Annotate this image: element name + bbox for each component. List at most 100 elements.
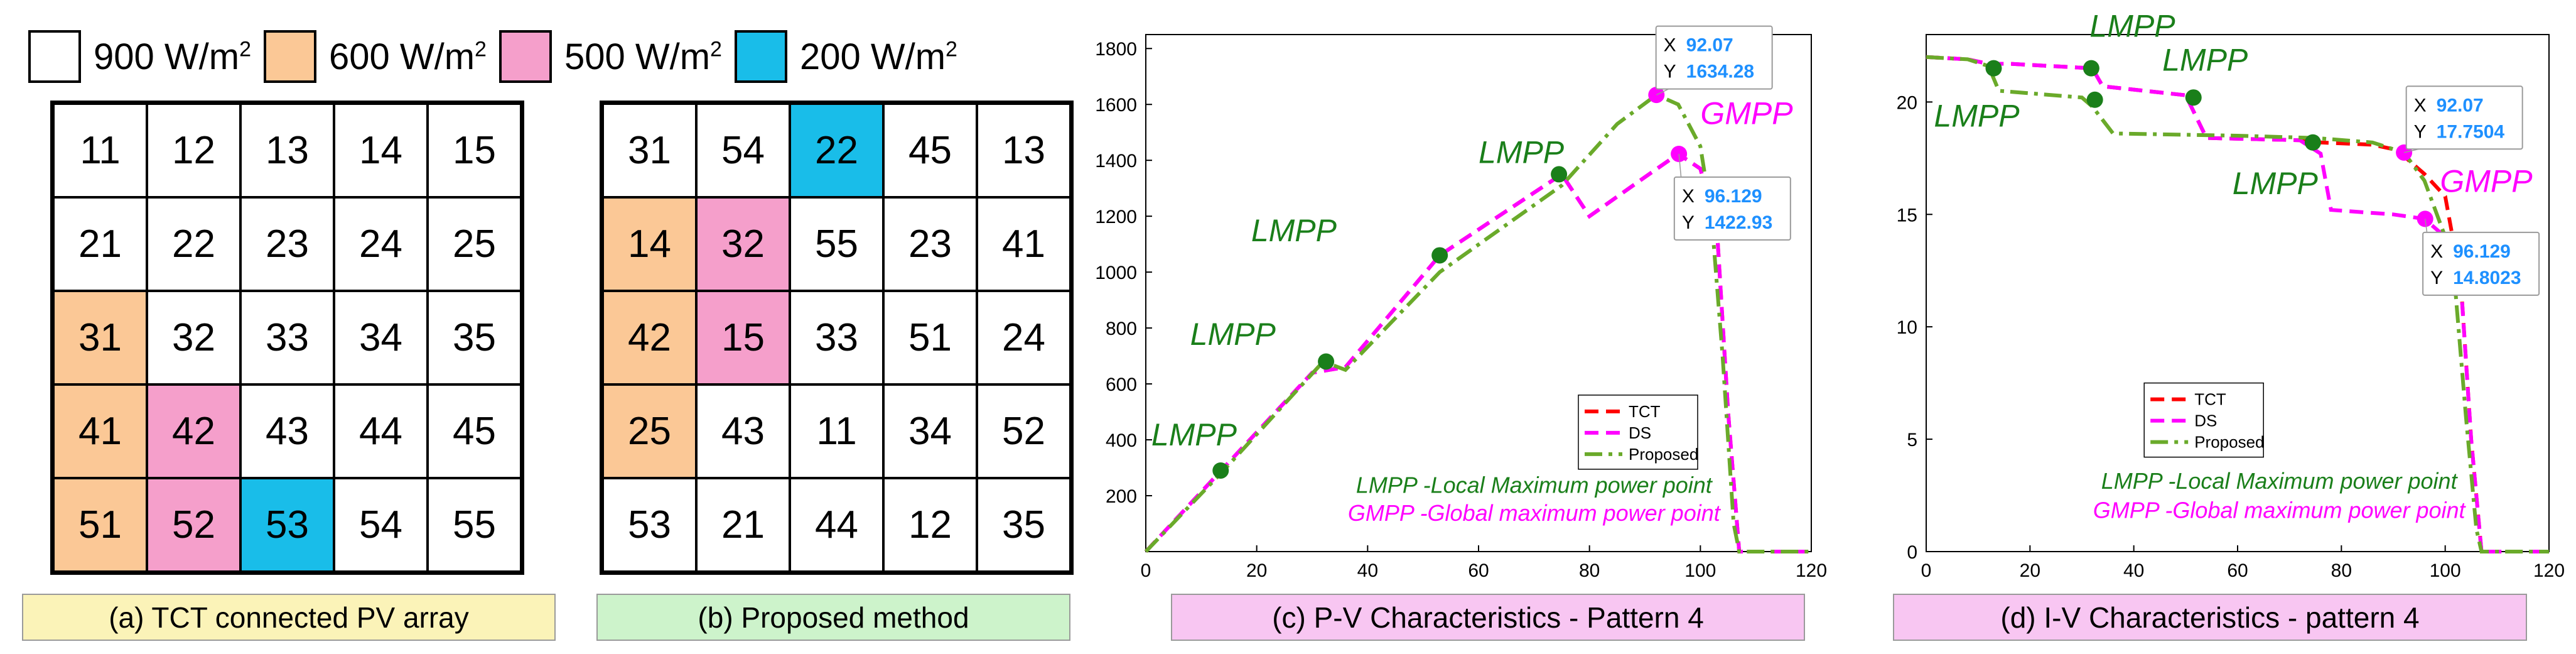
- mpp-marker: [2185, 89, 2202, 106]
- datatip-y-value: 1634.28: [1686, 62, 1754, 82]
- array-cell: 45: [428, 384, 521, 478]
- array-cell: 32: [696, 197, 790, 291]
- datatip-y-label: Y: [1682, 212, 1695, 233]
- datatip-x-label: X: [2430, 241, 2443, 262]
- x-tick-label: 60: [1468, 560, 1489, 581]
- chart-note: GMPP -Global maximum power point: [2093, 497, 2467, 523]
- array-cell: 15: [428, 104, 521, 197]
- datatip-x-value: 96.129: [2453, 241, 2511, 262]
- mpp-annotation: LMPP: [2233, 166, 2319, 201]
- proposed-array-grid: 31 54 22 45 13 14 32 55 23 41 42 15 33 51 24 25 43 11 34 52…: [600, 101, 1074, 575]
- mpp-annotation: LMPP: [1151, 417, 1237, 452]
- mpp-marker: [1985, 60, 2002, 77]
- array-cell: 41: [53, 384, 147, 478]
- x-tick-label: 80: [2331, 560, 2352, 581]
- array-cell: 35: [428, 291, 521, 384]
- datatip-y-label: Y: [2430, 268, 2443, 288]
- datatip-x-label: X: [2414, 95, 2427, 116]
- chart-legend-label: DS: [1629, 423, 1651, 442]
- array-cell: 31: [603, 104, 696, 197]
- chart-legend-label: Proposed: [1629, 445, 1698, 464]
- x-tick-label: 100: [1684, 560, 1716, 581]
- array-cell: 42: [147, 384, 240, 478]
- legend-swatch: [263, 30, 316, 83]
- array-cell: 21: [696, 478, 790, 572]
- series-line-proposed: [1144, 92, 1811, 553]
- mpp-marker: [1212, 462, 1229, 479]
- legend-item-500: 500 W/m2: [498, 30, 722, 83]
- series-line-ds: [1144, 151, 1811, 553]
- array-cell: 34: [334, 291, 428, 384]
- legend-label: 500 W/m2: [564, 36, 722, 77]
- mpp-annotation: LMPP: [1190, 317, 1276, 352]
- x-tick-label: 120: [2533, 560, 2565, 581]
- array-cell: 44: [334, 384, 428, 478]
- array-cell: 44: [790, 478, 883, 572]
- array-cell: 25: [428, 197, 521, 291]
- caption-proposed-method: (b) Proposed method: [596, 594, 1070, 641]
- array-cell: 33: [790, 291, 883, 384]
- mpp-annotation: GMPP: [2440, 163, 2533, 199]
- datatip-x-value: 92.07: [1686, 35, 1733, 56]
- mpp-marker: [2304, 134, 2321, 151]
- y-tick-label: 15: [1897, 205, 1917, 226]
- array-cell: 43: [240, 384, 334, 478]
- legend-swatch: [28, 30, 81, 83]
- irradiance-legend: 900 W/m2 600 W/m2 500 W/m2 200 W/m2: [28, 25, 970, 88]
- array-cell: 41: [977, 197, 1070, 291]
- array-cell: 11: [790, 384, 883, 478]
- x-tick-label: 0: [1921, 560, 1932, 581]
- mpp-marker: [1671, 145, 1688, 162]
- datatip-y-value: 1422.93: [1705, 212, 1772, 233]
- array-cell: 52: [977, 384, 1070, 478]
- array-cell: 23: [883, 197, 977, 291]
- mpp-marker: [1431, 247, 1448, 264]
- x-tick-label: 0: [1141, 560, 1151, 581]
- array-cell: 13: [977, 104, 1070, 197]
- datatip-box: [2405, 85, 2523, 150]
- x-tick-label: 100: [2430, 560, 2461, 581]
- mpp-marker: [2086, 91, 2103, 108]
- array-cell: 54: [696, 104, 790, 197]
- datatip-x-value: 92.07: [2437, 95, 2484, 116]
- legend-item-600: 600 W/m2: [263, 30, 487, 83]
- mpp-annotation: LMPP: [1934, 99, 2020, 134]
- array-cell: 12: [147, 104, 240, 197]
- y-tick-label: 1000: [1095, 263, 1137, 283]
- array-cell: 21: [53, 197, 147, 291]
- chart-note: LMPP -Local Maximum power point: [1356, 472, 1713, 498]
- array-cell: 22: [147, 197, 240, 291]
- legend-swatch: [498, 30, 552, 83]
- array-cell: 35: [977, 478, 1070, 572]
- datatip-y-value: 14.8023: [2453, 268, 2521, 288]
- x-tick-label: 40: [1357, 560, 1378, 581]
- array-cell: 45: [883, 104, 977, 197]
- legend-swatch: [734, 30, 787, 83]
- y-tick-label: 400: [1106, 430, 1137, 451]
- datatip-x-label: X: [1664, 35, 1676, 56]
- array-cell: 12: [883, 478, 977, 572]
- array-cell: 52: [147, 478, 240, 572]
- x-tick-label: 120: [1796, 560, 1827, 581]
- array-cell: 42: [603, 291, 696, 384]
- array-cell: 31: [53, 291, 147, 384]
- y-tick-label: 600: [1106, 374, 1137, 395]
- datatip-x-label: X: [1682, 186, 1695, 207]
- caption-tct-array: (a) TCT connected PV array: [22, 594, 556, 641]
- array-cell: 14: [603, 197, 696, 291]
- y-tick-label: 200: [1106, 486, 1137, 507]
- y-tick-label: 0: [1907, 542, 1917, 563]
- datatip-box: [2422, 231, 2540, 296]
- array-cell: 24: [977, 291, 1070, 384]
- tct-array-grid: 11 12 13 14 15 21 22 23 24 25 31 32 33 34 35 41 42 43 44 45…: [50, 101, 524, 575]
- chart-legend-label: Proposed: [2194, 433, 2264, 452]
- y-tick-label: 5: [1907, 430, 1917, 450]
- mpp-marker: [1551, 166, 1568, 183]
- y-tick-label: 10: [1897, 317, 1917, 338]
- y-tick-label: 20: [1897, 92, 1917, 113]
- chart-legend-label: DS: [2194, 411, 2217, 430]
- y-tick-label: 800: [1106, 319, 1137, 339]
- chart-legend-label: TCT: [2194, 390, 2226, 409]
- x-tick-label: 40: [2123, 560, 2144, 581]
- mpp-annotation: LMPP: [1251, 213, 1337, 248]
